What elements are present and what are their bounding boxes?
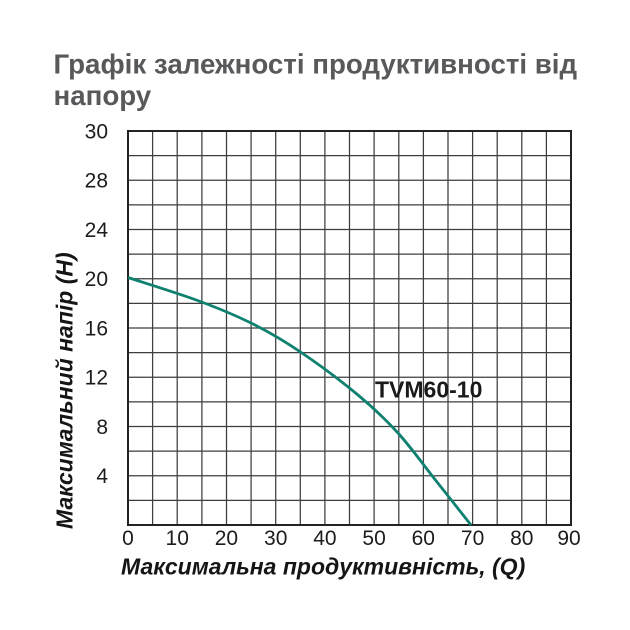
svg-text:30: 30 bbox=[85, 120, 108, 143]
svg-text:напору: напору bbox=[54, 80, 152, 111]
svg-text:8: 8 bbox=[96, 416, 108, 439]
svg-text:30: 30 bbox=[264, 527, 287, 550]
svg-text:4: 4 bbox=[96, 465, 108, 488]
svg-text:20: 20 bbox=[85, 268, 108, 291]
svg-text:10: 10 bbox=[166, 527, 189, 550]
svg-text:40: 40 bbox=[313, 527, 336, 550]
svg-text:28: 28 bbox=[85, 170, 108, 193]
svg-text:20: 20 bbox=[215, 527, 238, 550]
svg-text:16: 16 bbox=[85, 317, 108, 340]
svg-text:24: 24 bbox=[85, 219, 109, 242]
svg-text:12: 12 bbox=[85, 367, 108, 390]
svg-text:80: 80 bbox=[510, 527, 533, 550]
svg-text:Максимальний напір (Н): Максимальний напір (Н) bbox=[52, 252, 78, 529]
svg-text:50: 50 bbox=[362, 527, 385, 550]
svg-text:TVM60-10: TVM60-10 bbox=[375, 377, 482, 403]
svg-text:0: 0 bbox=[122, 527, 134, 550]
svg-text:70: 70 bbox=[461, 527, 484, 550]
svg-text:90: 90 bbox=[557, 527, 580, 550]
svg-text:Графік залежності продуктивнос: Графік залежності продуктивності від bbox=[54, 49, 578, 80]
svg-text:Максимальна продуктивність, (Q: Максимальна продуктивність, (Q) bbox=[121, 554, 525, 580]
svg-text:60: 60 bbox=[412, 527, 435, 550]
